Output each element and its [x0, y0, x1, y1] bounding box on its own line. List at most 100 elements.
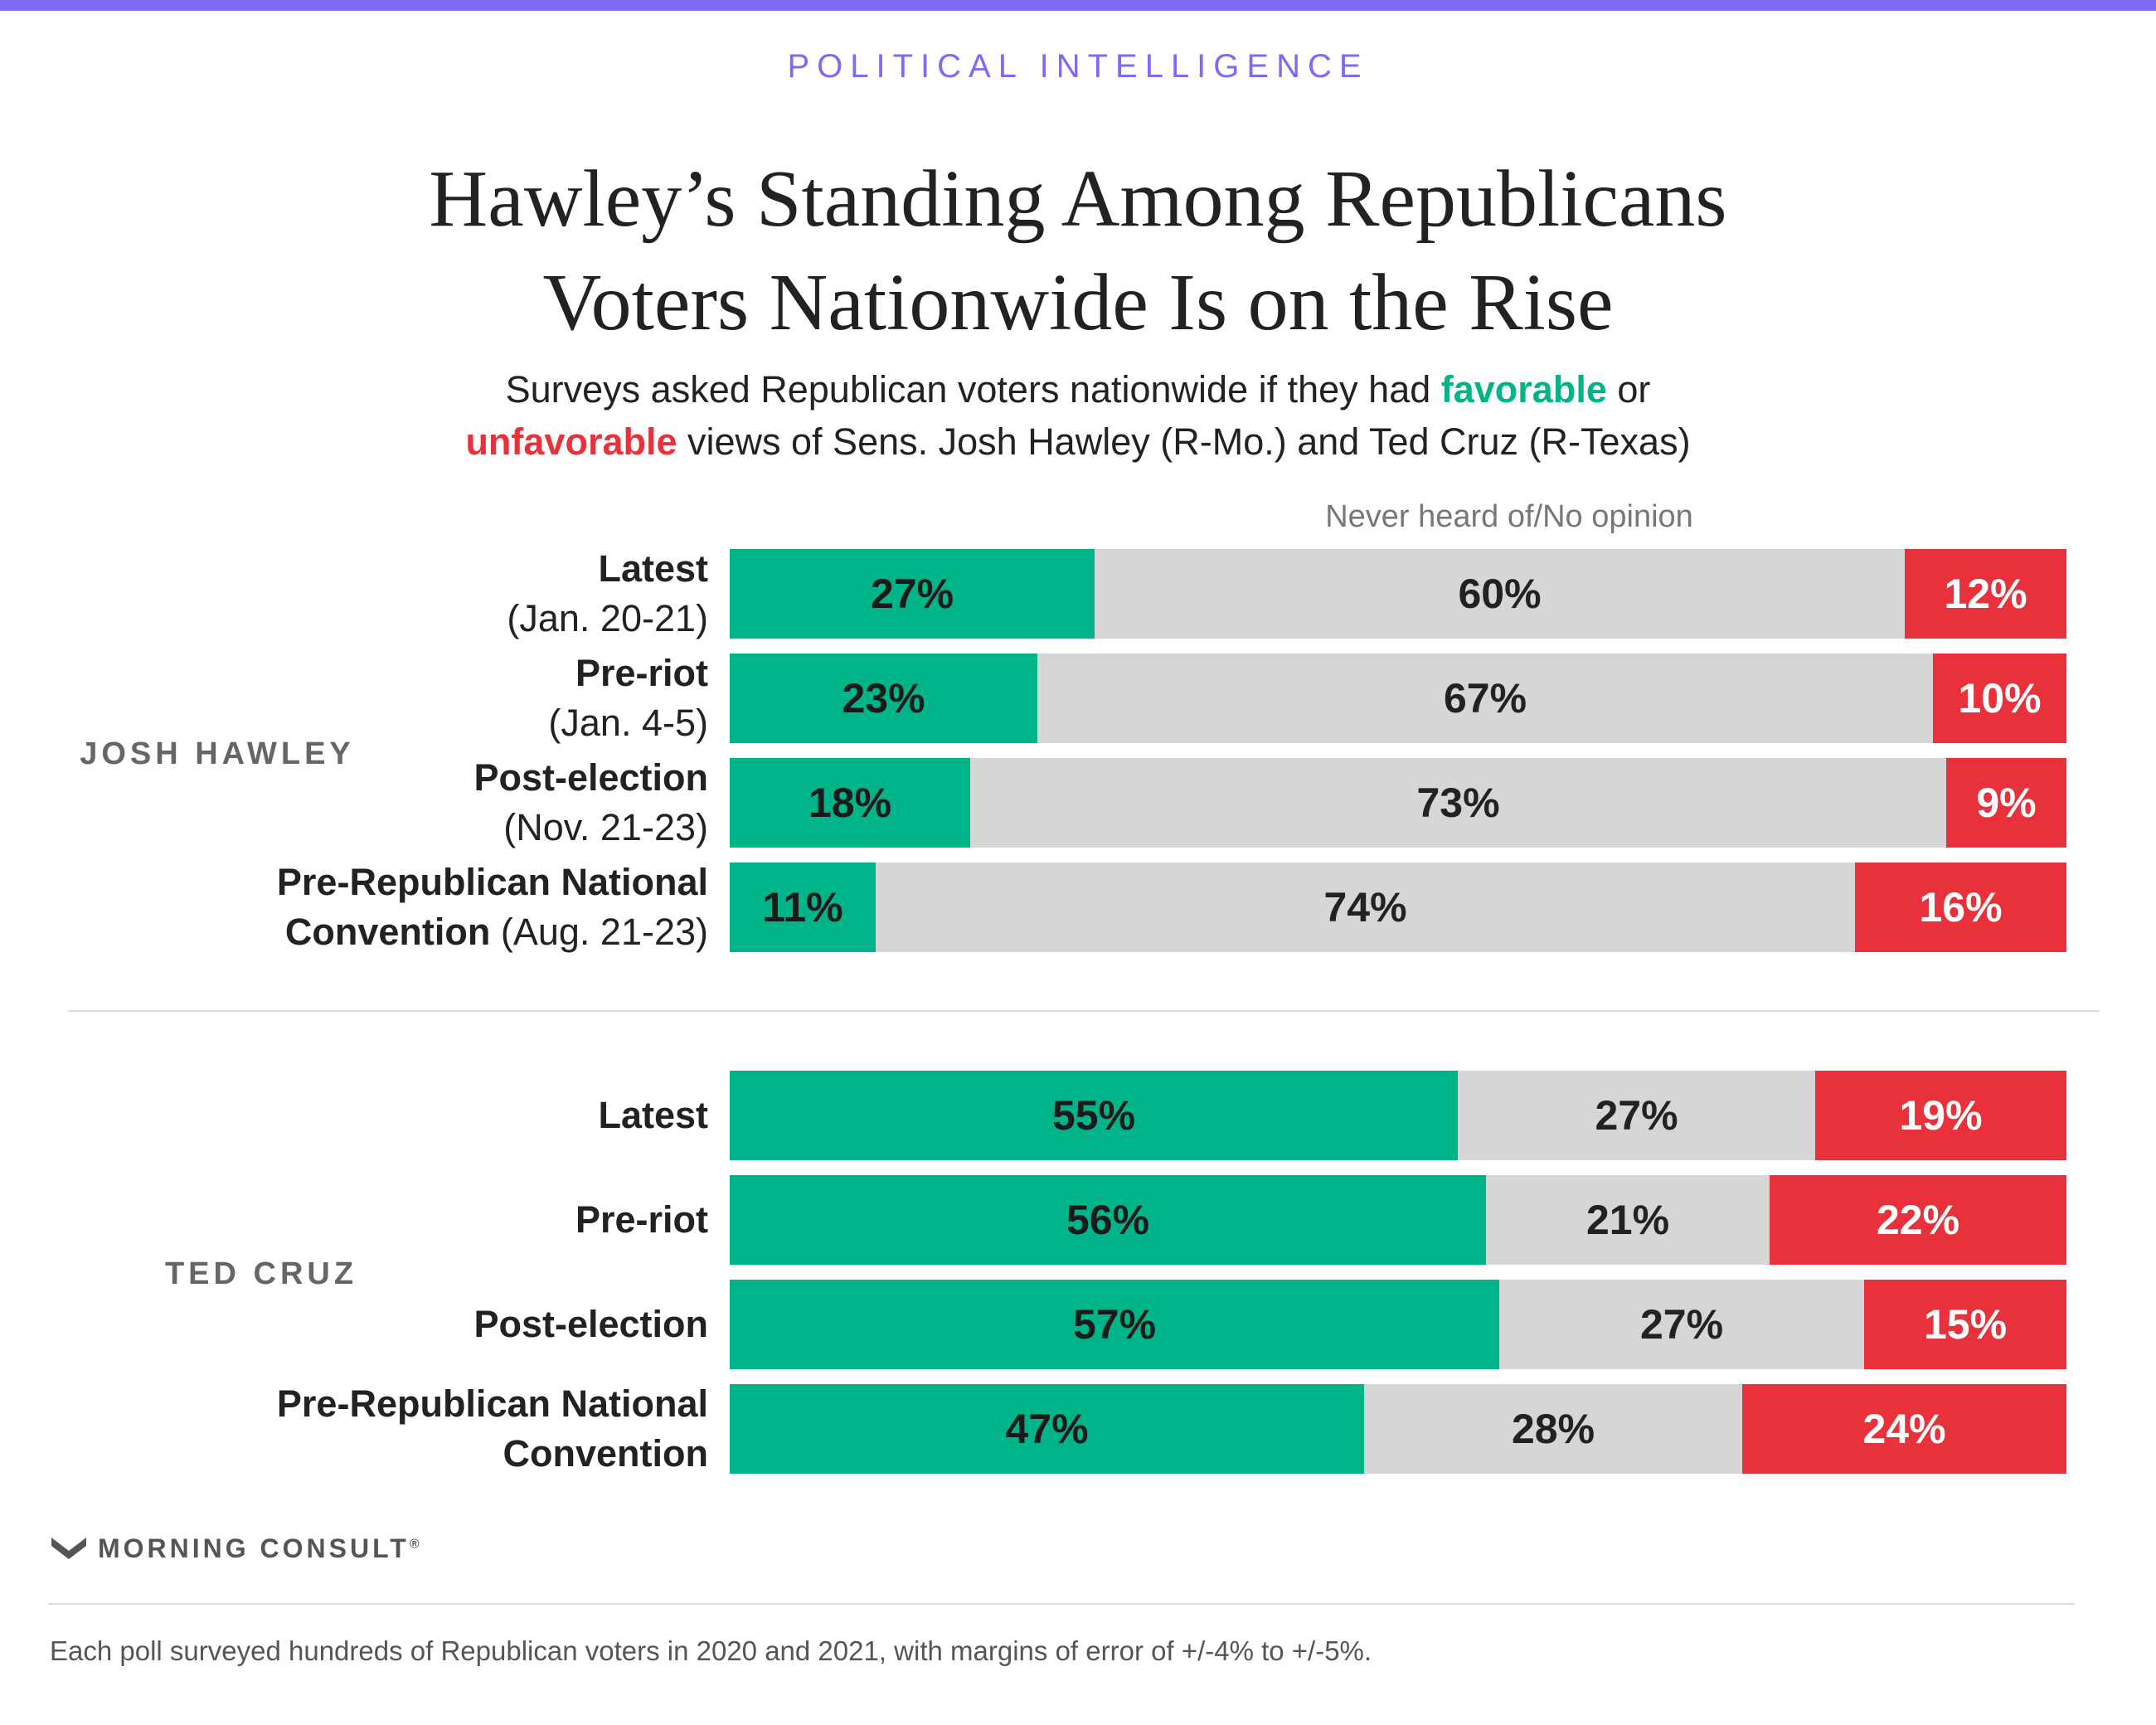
row-label-name: Pre-Republican National	[276, 1382, 708, 1425]
bar-segment-unfavorable: 9%	[1946, 758, 2066, 848]
bar-value-label: 9%	[1976, 780, 2037, 826]
footer-divider	[48, 1603, 2075, 1605]
morning-consult-logo-icon	[51, 1538, 86, 1559]
bar-value-label: 12%	[1944, 571, 2027, 617]
row-label-name: Latest	[598, 1094, 708, 1136]
row-label: Pre-riot	[149, 1195, 708, 1245]
bar-value-label: 11%	[762, 884, 843, 931]
bar-value-label: 60%	[1458, 571, 1542, 617]
bar-value-label: 18%	[808, 780, 892, 826]
subtitle-line-2: unfavorable views of Sens. Josh Hawley (…	[249, 415, 1907, 468]
bar-value-label: 27%	[870, 571, 954, 617]
bar-value-label: 15%	[1923, 1301, 2008, 1348]
top-accent-strip	[0, 0, 2156, 11]
row-label-name: Latest	[598, 547, 708, 590]
footnote: Each poll surveyed hundreds of Republica…	[50, 1635, 1372, 1666]
subtitle-line-1: Surveys asked Republican voters nationwi…	[249, 363, 1907, 415]
row-label: Latest (Jan. 20-21)	[149, 544, 708, 644]
chart-subtitle: Surveys asked Republican voters nationwi…	[249, 363, 1907, 468]
bar-segment-unfavorable: 10%	[1933, 654, 2066, 743]
bar-segment-unfavorable: 24%	[1742, 1384, 2066, 1474]
bar-value-label: 23%	[842, 675, 925, 722]
bar-segment-no-opinion: 27%	[1458, 1071, 1815, 1160]
brand-name: MORNING CONSULT®	[98, 1533, 423, 1564]
bar-value-label: 10%	[1958, 675, 2042, 722]
bar-segment-no-opinion: 73%	[970, 758, 1946, 848]
row-label: Post-election	[149, 1300, 708, 1349]
subtitle-text-3: views of Sens. Josh Hawley (R-Mo.) and T…	[677, 420, 1691, 463]
row-label-name: Post-election	[473, 756, 708, 799]
bar-segment-favorable: 47%	[730, 1384, 1364, 1474]
bar-value-label: 28%	[1511, 1406, 1595, 1452]
row-label: Pre-Republican National Convention (Aug. …	[149, 858, 708, 957]
bar-segment-unfavorable: 12%	[1905, 549, 2066, 639]
bar-value-label: 22%	[1876, 1197, 1960, 1243]
bar-value-label: 55%	[1051, 1092, 1136, 1139]
bar-value-label: 67%	[1443, 675, 1527, 722]
bar-segment-no-opinion: 28%	[1364, 1384, 1742, 1474]
unfavorable-legend-text: unfavorable	[465, 420, 677, 463]
row-label-line-2: (Jan. 4-5)	[149, 698, 708, 748]
bar-segment-unfavorable: 19%	[1815, 1071, 2066, 1160]
bar-value-label: 27%	[1639, 1301, 1724, 1348]
title-line-2: Voters Nationwide Is on the Rise	[542, 258, 1614, 347]
row-label-name: Post-election	[473, 1303, 708, 1345]
row-label-name-cont: Convention	[284, 911, 501, 953]
bar-value-label: 57%	[1072, 1301, 1157, 1348]
bar-segment-unfavorable: 22%	[1770, 1175, 2066, 1265]
row-label-line-2: (Nov. 21-23)	[149, 803, 708, 853]
bar-segment-no-opinion: 67%	[1037, 654, 1933, 743]
bar-segment-unfavorable: 16%	[1855, 862, 2066, 952]
row-label: Post-election (Nov. 21-23)	[149, 753, 708, 853]
bar-segment-favorable: 18%	[730, 758, 970, 848]
row-label-line-1: Pre-Republican National	[149, 1379, 708, 1429]
bar-segment-no-opinion: 74%	[876, 862, 1855, 952]
subtitle-text-2: or	[1606, 368, 1651, 411]
bar-value-label: 74%	[1323, 884, 1407, 931]
row-label-line-2: Convention (Aug. 21-23)	[149, 907, 708, 957]
row-label-line-1: Pre-riot	[149, 1195, 708, 1245]
row-label-date: (Jan. 20-21)	[507, 597, 708, 639]
bar-value-label: 56%	[1066, 1197, 1150, 1243]
chart-title: Hawley’s Standing Among Republicans Vote…	[166, 148, 1990, 355]
group-label: TED CRUZ	[164, 1256, 358, 1291]
bar-segment-no-opinion: 21%	[1486, 1175, 1770, 1265]
bar-value-label: 24%	[1862, 1406, 1946, 1452]
row-label-date: (Jan. 4-5)	[548, 702, 708, 744]
row-label-line-1: Latest	[149, 1091, 708, 1140]
row-label-line-2: Convention	[149, 1429, 708, 1479]
bar-value-label: 19%	[1899, 1092, 1983, 1139]
no-opinion-legend-label: Never heard of/No opinion	[1325, 499, 1693, 534]
bar-value-label: 27%	[1595, 1092, 1678, 1139]
row-label-name-cont: Convention	[503, 1432, 708, 1475]
bar-segment-favorable: 27%	[730, 549, 1095, 639]
bar-segment-favorable: 55%	[730, 1071, 1458, 1160]
row-label: Latest	[149, 1091, 708, 1140]
bar-segment-unfavorable: 15%	[1864, 1280, 2066, 1369]
brand-text: MORNING CONSULT	[98, 1533, 410, 1563]
row-label-line-1: Post-election	[149, 753, 708, 803]
bar-segment-favorable: 11%	[730, 862, 876, 952]
bar-segment-favorable: 23%	[730, 654, 1037, 743]
row-label-name: Pre-riot	[575, 1198, 708, 1241]
row-label: Pre-Republican National Convention	[149, 1379, 708, 1479]
row-label-name: Pre-riot	[575, 652, 708, 694]
bar-value-label: 16%	[1919, 884, 2003, 931]
row-label-line-1: Latest	[149, 544, 708, 594]
bar-value-label: 73%	[1416, 780, 1500, 826]
row-label-name: Pre-Republican National	[276, 861, 708, 903]
bar-value-label: 47%	[1005, 1406, 1089, 1452]
bar-value-label: 21%	[1585, 1197, 1670, 1243]
row-label-line-2: (Jan. 20-21)	[149, 594, 708, 644]
bar-segment-no-opinion: 27%	[1499, 1280, 1864, 1369]
bar-segment-favorable: 56%	[730, 1175, 1486, 1265]
group-label: JOSH HAWLEY	[80, 736, 355, 771]
bar-segment-favorable: 57%	[730, 1280, 1499, 1369]
row-label-date: (Aug. 21-23)	[500, 911, 708, 953]
row-label: Pre-riot (Jan. 4-5)	[149, 649, 708, 748]
section-kicker: POLITICAL INTELLIGENCE	[787, 48, 1369, 85]
bar-segment-no-opinion: 60%	[1095, 549, 1905, 639]
row-label-date: (Nov. 21-23)	[503, 806, 708, 848]
brand-registered-mark: ®	[409, 1537, 423, 1552]
group-divider	[68, 1010, 2100, 1012]
